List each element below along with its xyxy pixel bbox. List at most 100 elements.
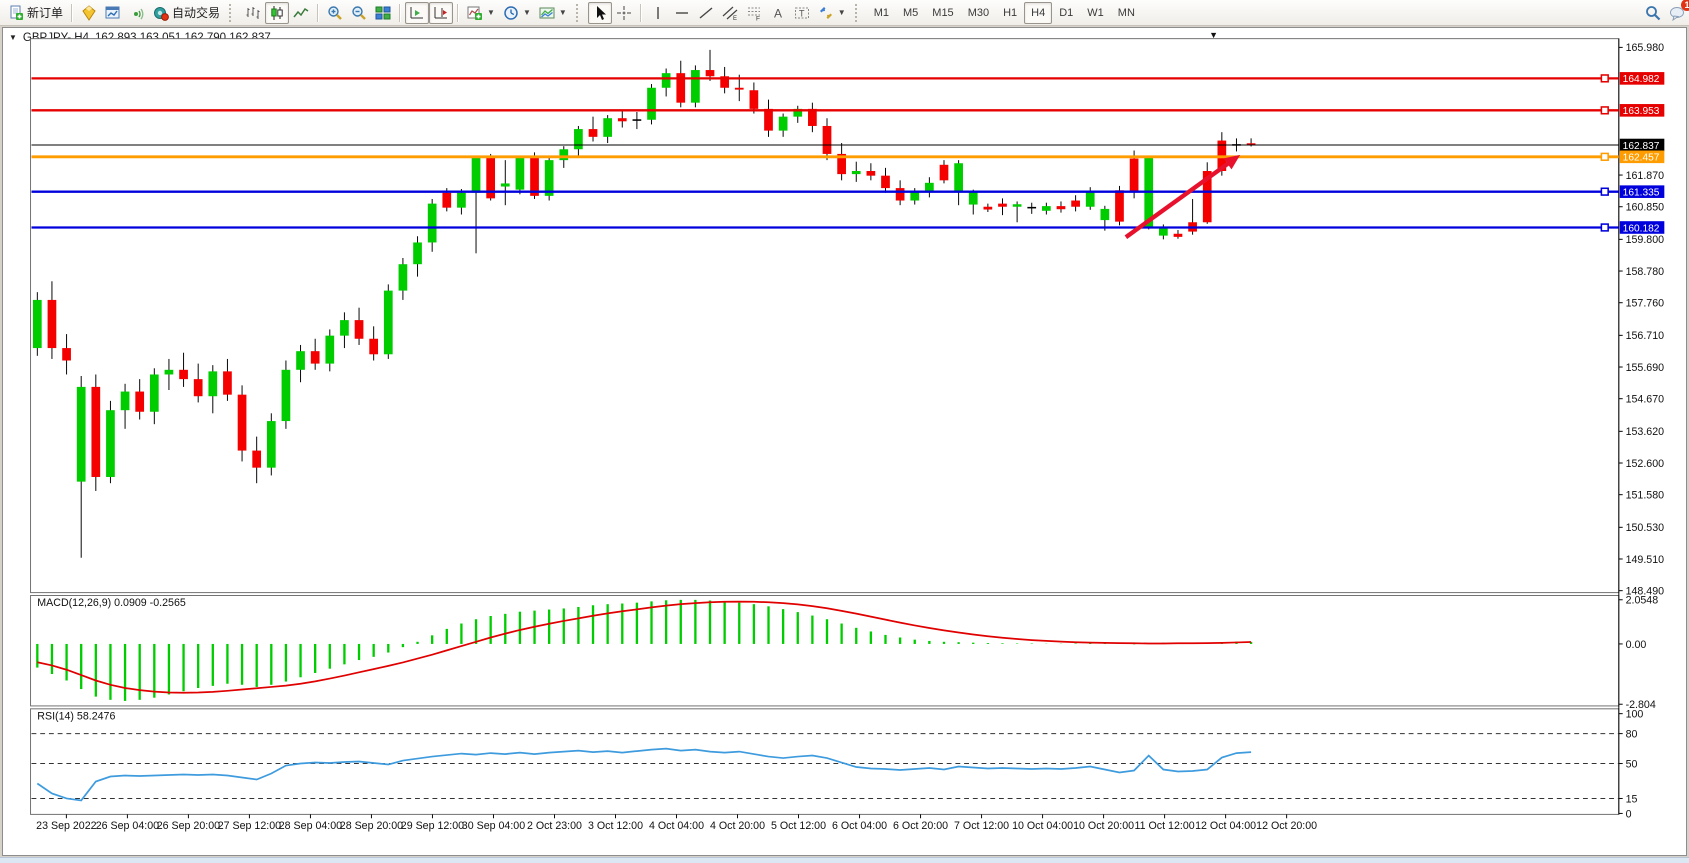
- bar-chart-button[interactable]: [241, 2, 265, 24]
- new-order-button[interactable]: 新订单: [4, 2, 67, 24]
- window-menu-icon[interactable]: ▼: [1209, 30, 1218, 40]
- arrows-button[interactable]: ▼: [814, 2, 850, 24]
- toolbar-separator: [639, 3, 642, 22]
- toolbar-grip: [229, 3, 236, 22]
- auto-scroll-button[interactable]: [405, 1, 430, 24]
- svg-text:10 Oct 04:00: 10 Oct 04:00: [1012, 820, 1073, 832]
- svg-text:23 Sep 2022: 23 Sep 2022: [36, 820, 96, 832]
- resistance-line-1-handle[interactable]: [1600, 74, 1609, 83]
- text-button[interactable]: A: [766, 2, 790, 24]
- text-label-button[interactable]: T: [790, 2, 814, 24]
- rsi-panel[interactable]: [30, 708, 1620, 815]
- pivot-line-price-badge: [1619, 150, 1665, 164]
- rsi-line: [36, 747, 1252, 802]
- svg-text:6 Oct 04:00: 6 Oct 04:00: [832, 820, 887, 832]
- pivot-line-handle[interactable]: [1600, 152, 1609, 161]
- svg-text:11 Oct 12:00: 11 Oct 12:00: [1135, 820, 1195, 832]
- timeframe-d1-button[interactable]: D1: [1059, 6, 1074, 19]
- trendline-button[interactable]: [694, 2, 718, 24]
- svg-text:50: 50: [1626, 758, 1638, 770]
- svg-text:6 Oct 20:00: 6 Oct 20:00: [893, 820, 948, 832]
- autotrading-icon: [153, 5, 169, 21]
- svg-text:12 Oct 04:00: 12 Oct 04:00: [1195, 820, 1256, 832]
- indicators-button[interactable]: ▼: [463, 2, 499, 24]
- toolbar-separator: [457, 3, 460, 22]
- search-button[interactable]: [1641, 2, 1665, 24]
- chevron-down-icon: ▼: [487, 8, 495, 17]
- svg-text:7 Oct 12:00: 7 Oct 12:00: [954, 820, 1009, 832]
- svg-text:26 Sep 04:00: 26 Sep 04:00: [96, 820, 159, 832]
- candlestick-chart-button[interactable]: [265, 1, 290, 24]
- svg-text:151.580: 151.580: [1626, 490, 1665, 502]
- timeframe-m5-button[interactable]: M5: [903, 6, 919, 19]
- templates-button[interactable]: ▼: [535, 2, 571, 24]
- chevron-down-icon: ▼: [558, 8, 567, 17]
- horizontal-line-button[interactable]: [670, 2, 694, 24]
- zoom-out-icon: [351, 5, 367, 21]
- styler-icon: [81, 4, 97, 21]
- svg-text:F: F: [756, 15, 760, 21]
- svg-text:160.850: 160.850: [1626, 202, 1665, 214]
- collapse-triangle-icon[interactable]: ▼: [9, 33, 17, 42]
- candles-layer: [32, 49, 1256, 558]
- channel-button[interactable]: E: [718, 2, 742, 24]
- svg-text:100: 100: [1626, 709, 1644, 721]
- timeframe-mn-button[interactable]: MN: [1117, 6, 1135, 19]
- timeframe-w1-button[interactable]: W1: [1087, 6, 1104, 19]
- resistance-line-2-handle[interactable]: [1600, 106, 1609, 115]
- support-line-1-price-badge: [1619, 185, 1665, 198]
- svg-text:164.982: 164.982: [1623, 74, 1660, 85]
- toolbar-separator: [71, 3, 74, 22]
- zoom-in-button[interactable]: [323, 2, 347, 24]
- toolbar-separator: [317, 3, 320, 22]
- resistance-line-1-price-badge: [1619, 72, 1665, 85]
- chart-window[interactable]: ▼ GBPJPY-,H4 162.893 163.051 162.790 162…: [2, 27, 1687, 856]
- svg-text:30 Sep 04:00: 30 Sep 04:00: [462, 820, 525, 832]
- svg-text:3 Oct 12:00: 3 Oct 12:00: [588, 820, 643, 832]
- notification-badge: 1: [1681, 0, 1689, 11]
- chevron-down-icon: ▼: [837, 8, 846, 17]
- main-chart-panel[interactable]: [30, 38, 1620, 594]
- zoom-out-button[interactable]: [347, 2, 371, 24]
- vertical-line-button[interactable]: [646, 2, 670, 24]
- styler-button[interactable]: [77, 2, 101, 24]
- periods-button[interactable]: ▼: [499, 2, 535, 24]
- support-line-1-handle[interactable]: [1600, 187, 1609, 196]
- auto-scroll-icon: [409, 5, 425, 21]
- toolbar-grip: [854, 3, 862, 22]
- crosshair-button[interactable]: [612, 2, 636, 24]
- chart-shift-button[interactable]: [429, 1, 454, 24]
- signals-button[interactable]: [125, 2, 149, 24]
- chat-icon: [1669, 5, 1685, 21]
- svg-text:29 Sep 12:00: 29 Sep 12:00: [401, 820, 464, 832]
- svg-text:150.530: 150.530: [1626, 522, 1665, 534]
- chat-button[interactable]: 1: [1665, 0, 1689, 24]
- trend-arrow-annotation[interactable]: [1124, 154, 1241, 239]
- chart-shift-icon: [433, 5, 449, 21]
- timeframe-m1-button[interactable]: M1: [873, 6, 889, 19]
- arrows-icon: [818, 5, 834, 21]
- svg-text:5 Oct 12:00: 5 Oct 12:00: [771, 820, 826, 832]
- current-price-line-price-badge: [1619, 138, 1665, 152]
- timeframe-m15-button[interactable]: M15: [932, 6, 954, 19]
- vertical-line-icon: [650, 5, 666, 21]
- fibonacci-button[interactable]: F: [742, 2, 766, 24]
- macd-panel[interactable]: [30, 595, 1620, 707]
- svg-text:2 Oct 23:00: 2 Oct 23:00: [527, 820, 582, 832]
- timeframe-m30-button[interactable]: M30: [967, 6, 990, 19]
- line-chart-button[interactable]: [289, 2, 313, 24]
- svg-text:161.335: 161.335: [1623, 188, 1660, 199]
- svg-text:158.780: 158.780: [1626, 266, 1665, 278]
- cursor-button[interactable]: [587, 1, 612, 24]
- support-line-2-handle[interactable]: [1600, 223, 1609, 232]
- timeframe-h4-button[interactable]: H4: [1024, 1, 1053, 24]
- tile-windows-button[interactable]: [371, 2, 395, 24]
- svg-text:165.980: 165.980: [1626, 42, 1665, 54]
- timeframe-h1-button[interactable]: H1: [1003, 6, 1018, 19]
- chevron-down-icon: ▼: [522, 8, 531, 17]
- chart-window-button[interactable]: [101, 2, 125, 24]
- autotrading-button[interactable]: 自动交易: [149, 2, 224, 24]
- search-icon: [1645, 5, 1661, 21]
